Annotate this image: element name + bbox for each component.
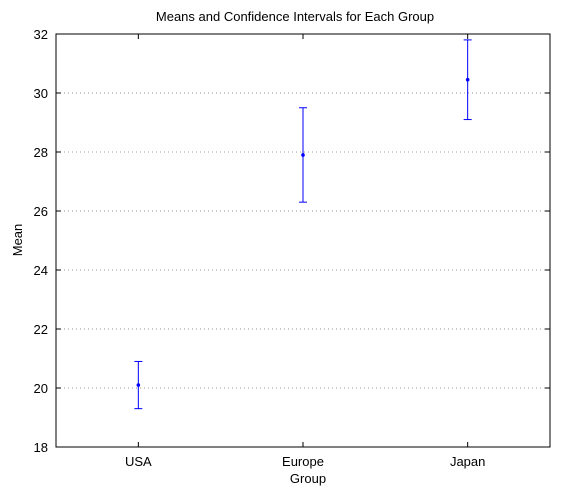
x-axis-label: Group [290, 471, 326, 486]
error-bar [134, 360, 143, 410]
error-bar-series [134, 39, 472, 410]
y-tick-label: 22 [34, 322, 48, 337]
mean-point [465, 77, 470, 82]
y-tick-label: 20 [34, 381, 48, 396]
y-axis-label: Mean [10, 224, 25, 257]
y-tick-labels: 18 20 22 24 26 28 30 32 [34, 27, 48, 455]
y-tick-label: 24 [34, 263, 48, 278]
mean-point [136, 383, 141, 387]
error-bar [299, 107, 307, 203]
x-tick-label: USA [125, 454, 152, 469]
y-tick-label: 18 [34, 440, 48, 455]
y-tick-label: 30 [34, 86, 48, 101]
chart-title: Means and Confidence Intervals for Each … [156, 9, 434, 24]
mean-point [301, 153, 305, 157]
y-tick-label: 32 [34, 27, 48, 42]
x-tick-labels: USA Europe Japan [125, 454, 485, 469]
axis-ticks [56, 33, 550, 448]
x-tick-label: Japan [450, 454, 485, 469]
error-bar [463, 39, 472, 121]
y-tick-label: 26 [34, 204, 48, 219]
y-tick-label: 28 [34, 145, 48, 160]
x-tick-label: Europe [282, 454, 324, 469]
